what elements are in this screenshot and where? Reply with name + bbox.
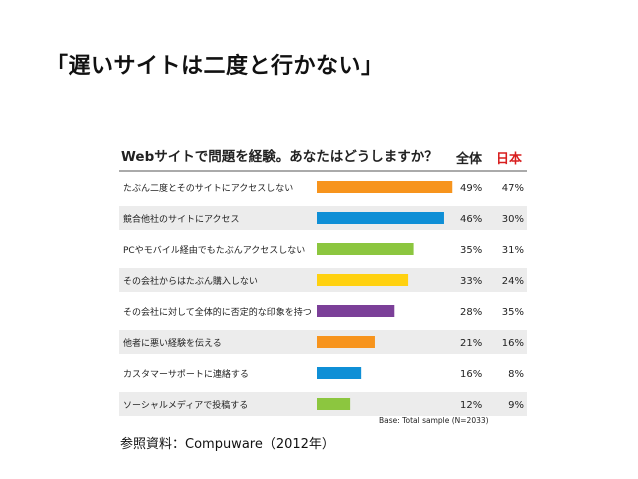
- bar: [317, 367, 362, 379]
- chart-rows: たぶん二度とそのサイトにアクセスしない 49% 47% 競合他社のサイトにアクセス 46…: [119, 181, 527, 416]
- column-header-japan: 日本: [496, 151, 522, 167]
- category-label: PCやモバイル経由でもたぶんアクセスしない: [123, 244, 305, 256]
- survey-bar-chart: Webサイトで問題を経験。あなたはどうしますか？ 全体 日本 たぶん二度とそのサ…: [117, 145, 529, 427]
- category-label: ソーシャルメディアで投稿する: [123, 399, 248, 411]
- category-label: 競合他社のサイトにアクセス: [123, 213, 240, 225]
- value-label-overall: 21%: [460, 338, 482, 349]
- category-label: カスタマーサポートに連絡する: [123, 368, 249, 380]
- bar: [317, 336, 375, 348]
- category-label: その会社に対して全体的に否定的な印象を持つ: [123, 306, 312, 318]
- value-label-japan: 9%: [508, 400, 524, 411]
- value-label-japan: 47%: [502, 183, 524, 194]
- value-label-overall: 16%: [460, 369, 482, 380]
- bar: [317, 181, 453, 193]
- value-label-overall: 12%: [460, 400, 482, 411]
- category-label: たぶん二度とそのサイトにアクセスしない: [123, 182, 293, 194]
- value-label-overall: 28%: [460, 307, 482, 318]
- value-label-overall: 33%: [460, 276, 482, 287]
- value-label-japan: 35%: [502, 307, 524, 318]
- value-label-overall: 35%: [460, 245, 482, 256]
- bar: [317, 243, 414, 255]
- value-label-japan: 8%: [508, 369, 524, 380]
- bar: [317, 212, 444, 224]
- value-label-japan: 16%: [502, 338, 524, 349]
- value-label-japan: 31%: [502, 245, 524, 256]
- bar: [317, 398, 351, 410]
- bar: [317, 274, 409, 286]
- category-label: 他者に悪い経験を伝える: [123, 337, 222, 349]
- bar: [317, 305, 395, 317]
- value-label-japan: 30%: [502, 214, 524, 225]
- chart-title: Webサイトで問題を経験。あなたはどうしますか？: [121, 148, 438, 165]
- value-label-overall: 49%: [460, 183, 482, 194]
- category-label: その会社からはたぶん購入しない: [123, 275, 258, 287]
- value-label-overall: 46%: [460, 214, 482, 225]
- chart-svg: Webサイトで問題を経験。あなたはどうしますか？ 全体 日本 たぶん二度とそのサ…: [119, 148, 527, 425]
- slide-title: 「遅いサイトは二度と行かない」: [46, 54, 384, 79]
- column-header-overall: 全体: [455, 151, 483, 167]
- source-citation: 参照資料：Compuware（2012年）: [120, 437, 335, 452]
- value-label-japan: 24%: [502, 276, 524, 287]
- chart-footnote: Base: Total sample (N=2033): [379, 416, 489, 425]
